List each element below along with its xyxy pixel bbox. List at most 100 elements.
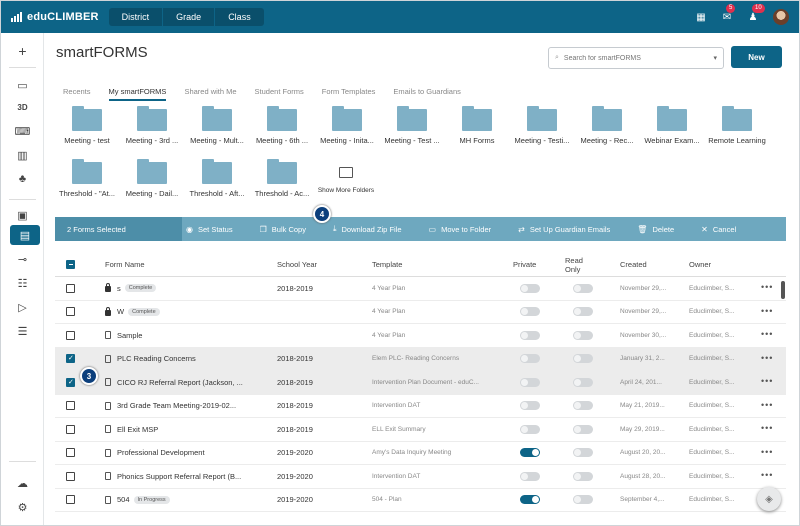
read-only-toggle[interactable] <box>573 354 593 364</box>
read-only-toggle[interactable] <box>573 307 593 317</box>
tab-student-forms[interactable]: Student Forms <box>254 87 304 96</box>
more-icon[interactable]: ••• <box>761 329 774 339</box>
private-toggle[interactable] <box>520 424 540 434</box>
row-checkbox[interactable] <box>66 448 75 458</box>
folder-item[interactable]: Threshold - Ac... <box>250 159 314 198</box>
form-name[interactable]: Phonics Support Referral Report (B... <box>117 471 242 481</box>
send-icon[interactable]: ▷ <box>18 301 27 314</box>
bulk-copy-button[interactable]: ❐ Bulk Copy <box>260 225 306 234</box>
table-row[interactable]: 504 In Progress 2019-2020 504 - Plan Septemb… <box>55 489 786 512</box>
more-icon[interactable]: ••• <box>761 352 774 363</box>
private-toggle[interactable] <box>520 283 540 293</box>
read-only-toggle[interactable] <box>573 377 593 387</box>
more-icon[interactable]: ••• <box>761 470 774 480</box>
set-status-button[interactable]: ◉ Set Status <box>186 225 233 234</box>
more-icon[interactable]: ••• <box>761 282 774 292</box>
mail-icon[interactable]: ✉ 5 <box>721 4 736 23</box>
guardian-emails-button[interactable]: ⇄ Set Up Guardian Emails <box>518 225 610 234</box>
tab-class[interactable]: Class <box>215 8 264 26</box>
more-icon[interactable]: ••• <box>761 399 774 410</box>
more-icon[interactable]: ••• <box>761 305 774 316</box>
private-toggle[interactable] <box>520 495 540 505</box>
private-toggle[interactable] <box>520 377 540 387</box>
form-name[interactable]: W <box>117 307 125 317</box>
table-row[interactable]: 3rd Grade Team Meeting-2019-02... 2018-20… <box>55 395 786 418</box>
folder-item[interactable]: Meeting - Testi... <box>510 106 574 145</box>
row-checkbox[interactable] <box>66 377 75 387</box>
table-row[interactable]: Sample 4 Year Plan November 30,... Educlimb… <box>55 324 786 348</box>
search-input[interactable] <box>563 54 694 62</box>
tab-my-smartforms[interactable]: My smartFORMS <box>108 87 167 101</box>
tab-district[interactable]: District <box>108 8 164 26</box>
id-card-icon[interactable]: ▭ <box>17 79 28 92</box>
tab-form-templates[interactable]: Form Templates <box>321 87 376 96</box>
table-row[interactable]: CICO RJ Referral Report (Jackson, ... 201… <box>55 371 786 395</box>
list-icon[interactable]: ☰ <box>17 325 28 338</box>
read-only-toggle[interactable] <box>573 401 593 411</box>
avatar[interactable] <box>773 9 789 25</box>
more-icon[interactable]: ••• <box>761 446 774 457</box>
table-row[interactable]: s Complete 2018-2019 4 Year Plan November 29… <box>55 277 786 301</box>
folder-item[interactable]: Threshold - "At... <box>55 159 119 198</box>
folder-item[interactable]: Remote Learning <box>705 106 769 145</box>
more-icon[interactable]: ••• <box>761 423 774 433</box>
row-checkbox[interactable] <box>66 307 75 317</box>
form-name[interactable]: Sample <box>117 330 143 340</box>
row-checkbox[interactable] <box>66 471 75 481</box>
private-toggle[interactable] <box>520 401 540 411</box>
col-created[interactable]: Created <box>620 260 647 269</box>
logo[interactable]: eduCLIMBER <box>11 11 99 23</box>
form-name[interactable]: Ell Exit MSP <box>117 424 159 434</box>
bell-icon[interactable]: ♟ 10 <box>747 4 765 23</box>
folder-item[interactable]: Meeting - Mult... <box>185 106 249 145</box>
form-name[interactable]: 3rd Grade Team Meeting-2019-02... <box>117 401 237 411</box>
table-row[interactable]: W Complete 4 Year Plan November 29,... Educl… <box>55 301 786 324</box>
row-checkbox[interactable] <box>66 354 75 364</box>
search-box[interactable]: ⌕ ▾ <box>548 47 724 69</box>
read-only-toggle[interactable] <box>573 424 593 434</box>
table-row[interactable]: Phonics Support Referral Report (B... 201… <box>55 465 786 489</box>
folder-item[interactable]: Webinar Exam... <box>640 106 704 145</box>
table-row[interactable]: Professional Development 2019-2020 Amy's D… <box>55 442 786 465</box>
plus-icon[interactable]: + <box>18 43 27 59</box>
show-more-folders-button[interactable]: Show More Folders <box>314 162 378 194</box>
scrollbar[interactable] <box>781 281 785 299</box>
chart-icon[interactable]: ▥ <box>17 149 28 162</box>
table-row[interactable]: PLC Reading Concerns 2018-2019 Elem PLC- R… <box>55 347 786 371</box>
col-school-year[interactable]: School Year <box>277 260 318 269</box>
folder-item[interactable]: Threshold - Aft... <box>185 159 249 198</box>
folder-item[interactable]: Meeting - Dail... <box>120 159 184 198</box>
tab-emails-guardians[interactable]: Emails to Guardians <box>393 87 461 96</box>
col-template[interactable]: Template <box>372 260 403 269</box>
form-name[interactable]: PLC Reading Concerns <box>117 354 196 364</box>
row-checkbox[interactable] <box>66 401 75 411</box>
select-all-checkbox[interactable] <box>66 260 75 269</box>
tab-shared[interactable]: Shared with Me <box>184 87 237 96</box>
sidebar-item-3d[interactable]: 3D <box>17 102 28 112</box>
folder-item[interactable]: Meeting - test <box>55 106 119 145</box>
row-checkbox[interactable] <box>66 330 75 340</box>
chevron-down-icon[interactable]: ▾ <box>713 55 717 62</box>
row-checkbox[interactable] <box>66 495 75 505</box>
read-only-toggle[interactable] <box>573 471 593 481</box>
col-form-name[interactable]: Form Name <box>105 260 145 269</box>
move-folder-button[interactable]: ▭ Move to Folder <box>429 225 492 234</box>
private-toggle[interactable] <box>520 354 540 364</box>
private-toggle[interactable] <box>520 448 540 458</box>
cloud-upload-icon[interactable]: ☁ <box>17 477 28 490</box>
keyboard-icon[interactable]: ⌨ <box>14 125 31 138</box>
row-checkbox[interactable] <box>66 283 75 293</box>
private-toggle[interactable] <box>520 330 540 340</box>
gear-icon[interactable]: ⚙ <box>17 501 28 514</box>
col-read-only[interactable]: Read Only <box>565 255 583 274</box>
download-zip-button[interactable]: ⤓ Download Zip File <box>333 224 402 234</box>
read-only-toggle[interactable] <box>573 495 593 505</box>
private-toggle[interactable] <box>520 307 540 317</box>
delete-button[interactable]: 🗑 Delete <box>637 225 674 234</box>
clipboard-icon[interactable]: ▤ <box>10 225 40 245</box>
read-only-toggle[interactable] <box>573 283 593 293</box>
form-name[interactable]: 504 <box>117 495 130 505</box>
col-owner[interactable]: Owner <box>689 260 712 269</box>
col-private[interactable]: Private <box>513 260 537 269</box>
table-row[interactable]: Ell Exit MSP 2018-2019 ELL Exit Summary May… <box>55 418 786 442</box>
